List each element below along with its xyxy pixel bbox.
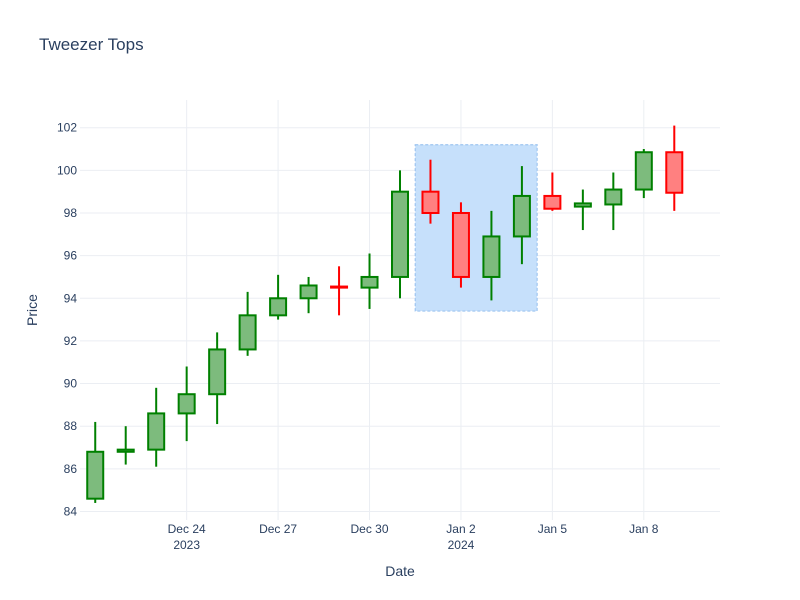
candle [512,166,531,265]
y-tick-label: 100 [57,163,77,177]
candle-body [634,151,653,191]
candle-body [330,285,349,289]
candle [391,170,409,299]
candle [147,387,166,467]
x-tick-year-label: 2024 [448,538,475,552]
y-tick-label: 102 [57,121,77,135]
candle [573,189,592,231]
x-tick-label: Jan 5 [538,522,568,536]
candle-body [86,450,105,500]
candle-body [238,314,257,351]
candle [604,172,623,231]
candles [86,125,684,503]
candle-body [208,348,227,396]
candle-body [360,275,379,289]
candle [208,332,227,425]
candle [299,276,318,314]
x-tick-label: Dec 30 [351,522,389,536]
x-axis-title: Date [385,563,415,579]
candle [421,159,440,224]
y-tick-label: 92 [64,334,78,348]
y-tick-label: 96 [64,249,78,263]
candle [86,421,105,503]
candle-body [391,190,409,278]
candle-body [543,194,562,210]
candle [269,274,288,320]
y-tick-label: 90 [64,377,78,391]
candle [634,149,653,199]
candle-body [147,412,166,451]
y-axis-ticks: 84 86 88 90 92 94 96 98 100 102 [57,121,77,519]
x-tick-label: Jan 2 [446,522,476,536]
candle-body [665,151,684,194]
candle [543,172,562,211]
y-tick-label: 84 [64,504,78,518]
x-axis-ticks: Dec 24 2023 Dec 27 Dec 30 Jan 2 2024 Jan 5 Jan … [168,522,659,552]
candle-body [512,194,531,238]
candle-body [482,235,501,278]
candle [482,210,501,301]
candle-body [269,297,288,317]
candle-body [421,190,440,214]
candle-body [604,188,623,206]
candle [360,253,379,309]
y-tick-label: 86 [64,462,78,476]
candle-body [177,393,196,415]
y-tick-label: 94 [64,291,78,305]
y-tick-label: 88 [64,419,78,433]
candle [116,426,135,465]
chart-title: Tweezer Tops [39,35,144,54]
candle-body [451,211,470,278]
candle [330,266,349,316]
candle-body [116,448,135,453]
x-tick-label: Dec 24 [168,522,206,536]
candle-body [299,284,318,300]
x-tick-label: Dec 27 [259,522,297,536]
candle-body [573,202,592,208]
x-tick-label: Jan 8 [629,522,659,536]
y-axis-title: Price [24,294,40,326]
candle [665,125,684,211]
y-tick-label: 98 [64,206,78,220]
candle [238,291,257,356]
x-tick-year-label: 2023 [173,538,200,552]
candle [177,366,196,442]
candle [451,202,470,288]
